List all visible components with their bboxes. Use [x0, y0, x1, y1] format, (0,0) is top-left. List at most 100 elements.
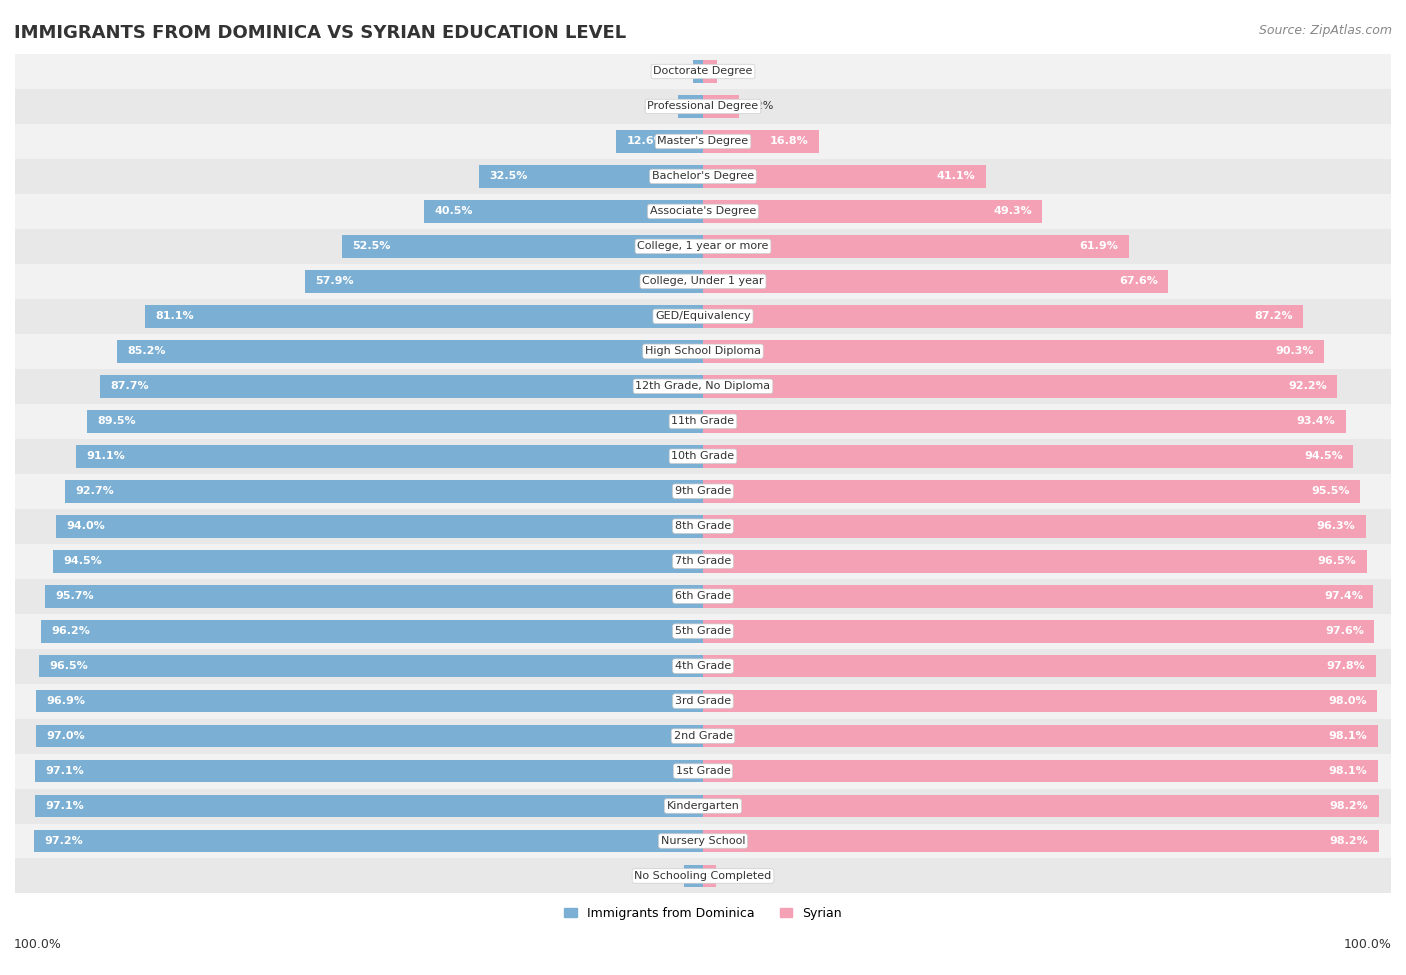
Text: 97.1%: 97.1%	[45, 801, 84, 811]
Bar	[15, 159, 1391, 194]
Text: 6th Grade: 6th Grade	[675, 591, 731, 602]
Bar	[15, 648, 1391, 683]
Text: 1st Grade: 1st Grade	[676, 766, 730, 776]
Bar	[703, 445, 1353, 468]
Text: 1.9%: 1.9%	[723, 871, 751, 881]
Text: 5th Grade: 5th Grade	[675, 626, 731, 636]
Bar	[65, 480, 703, 502]
Text: 96.5%: 96.5%	[1317, 556, 1357, 566]
Bar	[15, 264, 1391, 299]
Bar	[15, 719, 1391, 754]
Text: Kindergarten: Kindergarten	[666, 801, 740, 811]
Bar	[703, 410, 1346, 433]
Bar	[87, 410, 703, 433]
Bar	[703, 760, 1378, 782]
Text: 96.5%: 96.5%	[49, 661, 89, 671]
Bar	[693, 60, 703, 83]
Text: 93.4%: 93.4%	[1296, 416, 1336, 426]
Bar	[703, 130, 818, 153]
Bar	[35, 724, 703, 748]
Bar	[703, 585, 1374, 607]
Bar	[100, 375, 703, 398]
Text: 97.1%: 97.1%	[45, 766, 84, 776]
Bar	[145, 305, 703, 328]
Text: High School Diploma: High School Diploma	[645, 346, 761, 356]
Bar	[703, 340, 1324, 363]
Text: 57.9%: 57.9%	[315, 276, 353, 287]
Bar	[703, 270, 1168, 292]
Bar	[15, 683, 1391, 719]
Bar	[15, 333, 1391, 369]
Text: 3rd Grade: 3rd Grade	[675, 696, 731, 706]
Text: 97.8%: 97.8%	[1327, 661, 1365, 671]
Bar	[683, 865, 703, 887]
Text: 12.6%: 12.6%	[627, 136, 665, 146]
Bar	[703, 515, 1365, 537]
Bar	[15, 474, 1391, 509]
Text: 96.9%: 96.9%	[46, 696, 86, 706]
Text: 49.3%: 49.3%	[993, 207, 1032, 216]
Text: 94.0%: 94.0%	[66, 522, 105, 531]
Text: 98.2%: 98.2%	[1330, 836, 1368, 846]
Text: Bachelor's Degree: Bachelor's Degree	[652, 172, 754, 181]
Text: College, Under 1 year: College, Under 1 year	[643, 276, 763, 287]
Text: 100.0%: 100.0%	[1344, 938, 1392, 951]
Text: Professional Degree: Professional Degree	[647, 101, 759, 111]
Text: IMMIGRANTS FROM DOMINICA VS SYRIAN EDUCATION LEVEL: IMMIGRANTS FROM DOMINICA VS SYRIAN EDUCA…	[14, 24, 626, 42]
Text: 10th Grade: 10th Grade	[672, 451, 734, 461]
Text: 94.5%: 94.5%	[1305, 451, 1343, 461]
Text: 90.3%: 90.3%	[1275, 346, 1315, 356]
Bar	[703, 375, 1337, 398]
Text: 12th Grade, No Diploma: 12th Grade, No Diploma	[636, 381, 770, 391]
Text: 52.5%: 52.5%	[352, 242, 391, 252]
Bar	[703, 480, 1360, 502]
Text: 95.7%: 95.7%	[55, 591, 94, 602]
Legend: Immigrants from Dominica, Syrian: Immigrants from Dominica, Syrian	[560, 902, 846, 925]
Bar	[76, 445, 703, 468]
Bar	[703, 724, 1378, 748]
Text: 97.6%: 97.6%	[1326, 626, 1364, 636]
Text: 1.4%: 1.4%	[658, 66, 686, 76]
Text: 11th Grade: 11th Grade	[672, 416, 734, 426]
Bar	[15, 54, 1391, 89]
Bar	[15, 194, 1391, 229]
Bar	[15, 613, 1391, 648]
Bar	[703, 620, 1375, 643]
Text: 97.4%: 97.4%	[1324, 591, 1362, 602]
Text: Doctorate Degree: Doctorate Degree	[654, 66, 752, 76]
Text: 4th Grade: 4th Grade	[675, 661, 731, 671]
Bar	[53, 550, 703, 572]
Bar	[15, 789, 1391, 824]
Bar	[703, 60, 717, 83]
Bar	[56, 515, 703, 537]
Text: Source: ZipAtlas.com: Source: ZipAtlas.com	[1258, 24, 1392, 37]
Text: 100.0%: 100.0%	[14, 938, 62, 951]
Text: Nursery School: Nursery School	[661, 836, 745, 846]
Text: 96.3%: 96.3%	[1316, 522, 1355, 531]
Text: 98.0%: 98.0%	[1329, 696, 1367, 706]
Bar	[15, 404, 1391, 439]
Bar	[703, 305, 1303, 328]
Bar	[703, 96, 738, 118]
Bar	[35, 795, 703, 817]
Bar	[15, 859, 1391, 893]
Text: GED/Equivalency: GED/Equivalency	[655, 311, 751, 322]
Text: College, 1 year or more: College, 1 year or more	[637, 242, 769, 252]
Text: 98.2%: 98.2%	[1330, 801, 1368, 811]
Text: 9th Grade: 9th Grade	[675, 487, 731, 496]
Bar	[15, 509, 1391, 544]
Bar	[703, 795, 1379, 817]
Text: 89.5%: 89.5%	[97, 416, 136, 426]
Text: 95.5%: 95.5%	[1312, 487, 1350, 496]
Text: 92.7%: 92.7%	[76, 487, 114, 496]
Text: 81.1%: 81.1%	[155, 311, 194, 322]
Bar	[15, 124, 1391, 159]
Bar	[41, 620, 703, 643]
Bar	[37, 689, 703, 713]
Text: 40.5%: 40.5%	[434, 207, 474, 216]
Bar	[425, 200, 703, 222]
Text: 41.1%: 41.1%	[936, 172, 976, 181]
Text: 2nd Grade: 2nd Grade	[673, 731, 733, 741]
Bar	[703, 830, 1379, 852]
Text: 97.2%: 97.2%	[45, 836, 83, 846]
